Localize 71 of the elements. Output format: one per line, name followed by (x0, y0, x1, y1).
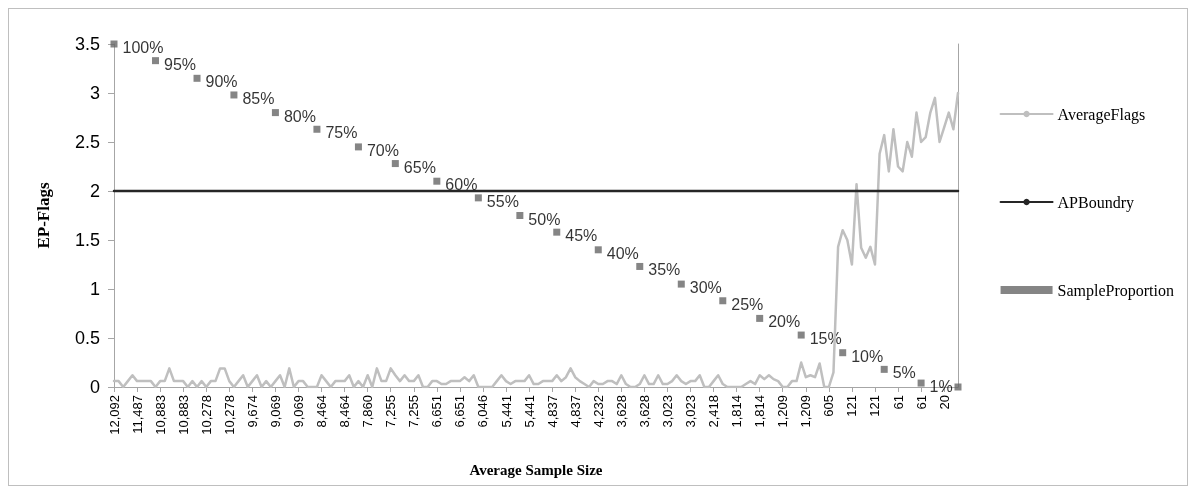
annotation: 60% (445, 176, 478, 194)
y-tick-label: 1.5 (74, 230, 100, 250)
x-tick-label: 10,883 (175, 395, 191, 435)
legend-label: AverageFlags (1057, 105, 1146, 124)
x-tick-label: 1,814 (752, 395, 768, 428)
annotation: 50% (528, 210, 561, 228)
x-tick-label: 605 (821, 395, 837, 417)
x-tick-label: 61 (913, 395, 929, 410)
y-axis-title: EP-Flags (34, 182, 53, 249)
annotation: 85% (242, 89, 275, 107)
annotation: 1% (929, 378, 953, 396)
x-axis-title: Average Sample Size (469, 461, 603, 478)
x-tick-label: 6,651 (429, 395, 445, 428)
y-tick-label: 2.5 (74, 132, 100, 152)
annotation: 25% (731, 295, 764, 313)
x-tick-label: 3,023 (659, 395, 675, 428)
x-tick-label: 1,209 (798, 395, 814, 428)
annotation: 55% (486, 192, 519, 210)
x-tick-label: 3,023 (683, 395, 698, 428)
x-tick-label: 20 (936, 395, 952, 410)
x-tick-label: 10,278 (198, 395, 214, 435)
annotation: 100% (122, 39, 164, 56)
x-tick-label: 7,860 (360, 395, 376, 428)
x-tick-label: 6,651 (452, 395, 468, 428)
annotation: 20% (768, 313, 801, 331)
annotation: 15% (809, 330, 842, 348)
x-tick-label: 11,487 (129, 395, 145, 434)
annotation: 80% (283, 107, 316, 125)
annotation: 90% (205, 73, 238, 91)
legend-label: SampleProportion (1057, 281, 1174, 300)
x-tick-label: 61 (890, 395, 906, 410)
x-tick-label: 10,883 (152, 395, 168, 435)
y-tick-label: 0 (89, 377, 100, 397)
x-tick-label: 6,046 (475, 395, 491, 428)
x-tick-label: 5,441 (521, 395, 537, 428)
annotation: 70% (366, 141, 399, 159)
annotation: 65% (403, 158, 436, 176)
x-tick-label: 9,069 (290, 395, 306, 428)
annotation: 35% (648, 261, 681, 279)
x-tick-label: 3,628 (636, 395, 652, 428)
x-tick-label: 5,441 (498, 395, 514, 428)
annotation: 30% (689, 279, 722, 297)
annotation: 10% (851, 347, 884, 365)
annotation: 5% (892, 364, 916, 382)
annotation: 40% (606, 244, 639, 262)
x-tick-label: 8,464 (314, 395, 330, 428)
annotation: 45% (565, 227, 598, 245)
x-tick-label: 9,069 (267, 395, 283, 428)
annotation: 75% (325, 124, 358, 142)
x-tick-label: 10,278 (221, 395, 237, 435)
y-tick-label: 3 (89, 83, 100, 103)
x-tick-label: 8,464 (337, 395, 353, 428)
x-tick-label: 7,255 (383, 395, 399, 428)
legend-label: APBoundry (1057, 193, 1135, 212)
x-tick-label: 3,628 (613, 395, 629, 428)
y-tick-label: 1 (89, 279, 100, 299)
annotation: 95% (164, 55, 197, 73)
x-tick-label: 9,674 (244, 395, 260, 428)
x-tick-label: 1,814 (729, 395, 745, 428)
y-tick-label: 3.5 (74, 34, 100, 54)
x-tick-label: 121 (844, 395, 860, 417)
x-tick-label: 4,837 (567, 395, 583, 428)
x-tick-label: 2,418 (706, 395, 722, 428)
y-tick-label: 0.5 (74, 328, 100, 348)
x-tick-label: 121 (867, 395, 883, 417)
x-tick-label: 12,092 (106, 395, 122, 435)
x-tick-label: 4,837 (544, 395, 560, 428)
x-tick-label: 1,209 (775, 395, 791, 428)
x-tick-label: 4,232 (590, 395, 606, 428)
y-tick-label: 2 (89, 181, 100, 201)
x-tick-label: 7,255 (406, 395, 422, 428)
